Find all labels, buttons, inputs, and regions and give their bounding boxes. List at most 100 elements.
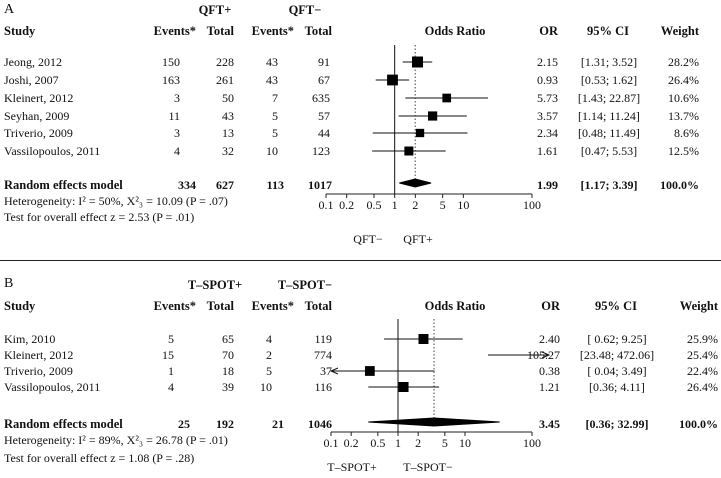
pooled-diamond (368, 417, 500, 427)
x-tick-label: 1 (392, 198, 398, 212)
panel-b-pooled-events-neg: 21 (272, 417, 284, 431)
total-neg-cell: 57 (318, 109, 330, 123)
events-neg-cell: 10 (266, 144, 278, 158)
panel-a-col-weight: Weight (660, 24, 699, 38)
panel-a-pooled-events-pos: 334 (178, 178, 196, 192)
ci-cell: [0.53; 1.62] (580, 73, 638, 87)
study-name: Joshi, 2007 (4, 73, 59, 87)
panel-a-heterogeneity: Heterogeneity: I² = 50%, Χ²₃ = 10.09 (P … (4, 194, 228, 208)
study-point-square (442, 93, 452, 103)
ci-cell: [1.31; 3.52] (580, 55, 638, 69)
x-tick-label: 0.1 (324, 436, 339, 450)
events-neg-cell: 7 (272, 91, 278, 105)
study-point-square (418, 334, 429, 344)
ci-cell: [ 0.04; 3.49] (587, 364, 647, 378)
x-tick-label: 100 (523, 198, 541, 212)
total-pos-cell: 228 (216, 55, 234, 69)
study-point-square (411, 56, 423, 68)
x-tick-label: 2 (415, 436, 421, 450)
events-pos-cell: 1 (168, 364, 174, 378)
study-ci-arrow (329, 367, 339, 375)
weight-cell: 26.4% (668, 73, 699, 87)
events-neg-cell: 43 (266, 73, 278, 87)
study-name: Jeong, 2012 (4, 55, 62, 69)
events-pos-cell: 3 (174, 126, 180, 140)
panel-a-col-or: OR (539, 24, 558, 38)
weight-cell: 28.2% (668, 55, 699, 69)
events-neg-cell: 4 (266, 332, 272, 346)
panel-a-favours-right: QFT+ (403, 232, 433, 246)
weight-cell: 10.6% (668, 91, 699, 105)
events-neg-cell: 2 (266, 348, 272, 362)
events-neg-cell: 10 (260, 380, 272, 394)
total-pos-cell: 50 (222, 91, 234, 105)
events-pos-cell: 11 (168, 109, 180, 123)
total-pos-cell: 39 (222, 380, 234, 394)
total-pos-cell: 18 (222, 364, 234, 378)
events-pos-cell: 4 (168, 380, 174, 394)
total-neg-cell: 44 (318, 126, 330, 140)
study-name: Seyhan, 2009 (4, 109, 70, 123)
total-neg-cell: 123 (312, 144, 330, 158)
x-tick-label: 100 (523, 436, 541, 450)
events-pos-cell: 15 (162, 348, 174, 362)
total-neg-cell: 119 (314, 332, 332, 346)
panel-a-measure-label: Odds Ratio (424, 24, 486, 38)
panel-b-pooled-total-pos: 192 (216, 417, 234, 431)
events-pos-cell: 163 (162, 73, 180, 87)
study-name: Vassilopoulos, 2011 (4, 144, 101, 158)
total-pos-cell: 13 (222, 126, 234, 140)
panel-b-pooled-label: Random effects model (4, 417, 123, 431)
events-neg-cell: 43 (266, 55, 278, 69)
total-pos-cell: 43 (222, 109, 234, 123)
panel-b-group-header-neg: T–SPOT− (277, 278, 333, 292)
study-point-square (364, 366, 375, 376)
panel-a-pooled-ci: [1.17; 3.39] (580, 178, 638, 192)
panel-a-col-total-neg: Total (304, 24, 332, 38)
total-pos-cell: 65 (222, 332, 234, 346)
or-cell: 5.73 (537, 91, 558, 105)
panel-b-group-header-pos: T–SPOT+ (187, 278, 243, 292)
panel-b-pooled-weight: 100.0% (679, 417, 718, 431)
panel-a-pooled-label: Random effects model (4, 178, 123, 192)
x-tick-label: 10 (459, 436, 471, 450)
x-tick-label: 5 (440, 198, 446, 212)
total-neg-cell: 37 (320, 364, 332, 378)
total-neg-cell: 116 (314, 380, 332, 394)
study-name: Kim, 2010 (4, 332, 56, 346)
x-tick-label: 0.2 (339, 198, 354, 212)
events-neg-cell: 5 (266, 364, 272, 378)
x-tick-label: 0.2 (344, 436, 359, 450)
pooled-diamond (399, 178, 432, 188)
x-tick-label: 5 (442, 436, 448, 450)
panel-b-favours-right: T–SPOT− (403, 460, 453, 474)
total-pos-cell: 32 (222, 144, 234, 158)
ci-cell: [0.48; 11.49] (578, 126, 640, 140)
events-pos-cell: 150 (162, 55, 180, 69)
study-name: Kleinert, 2012 (4, 91, 74, 105)
ci-cell: [1.14; 11.24] (578, 109, 640, 123)
panel-a-col-events-neg: Events* (251, 24, 294, 38)
panel-b-col-ci: 95% CI (594, 299, 638, 313)
panel-b-col-total-neg: Total (304, 299, 332, 313)
x-tick-label: 10 (457, 198, 469, 212)
x-tick-label: 0.5 (370, 436, 385, 450)
weight-cell: 25.4% (687, 348, 718, 362)
events-pos-cell: 5 (168, 332, 174, 346)
panel-a-favours-left: QFT− (353, 232, 383, 246)
panel-a-pooled-events-neg: 113 (266, 178, 284, 192)
events-neg-cell: 5 (272, 126, 278, 140)
or-cell: 1.21 (539, 380, 560, 394)
panel-b-letter: B (4, 276, 14, 291)
panel-a-pooled-or: 1.99 (537, 178, 558, 192)
panel-b-col-events-pos: Events* (153, 299, 196, 313)
ci-cell: [23.48; 472.06] (579, 348, 655, 362)
panel-a-letter: A (4, 2, 15, 17)
total-neg-cell: 91 (318, 55, 330, 69)
panel-b-pooled-total-neg: 1046 (308, 417, 332, 431)
weight-cell: 22.4% (687, 364, 718, 378)
panel-b-pooled-ci: [0.36; 32.99] (585, 417, 649, 431)
events-neg-cell: 5 (272, 109, 278, 123)
ci-cell: [0.47; 5.53] (580, 144, 638, 158)
panel-b-col-total-pos: Total (206, 299, 234, 313)
